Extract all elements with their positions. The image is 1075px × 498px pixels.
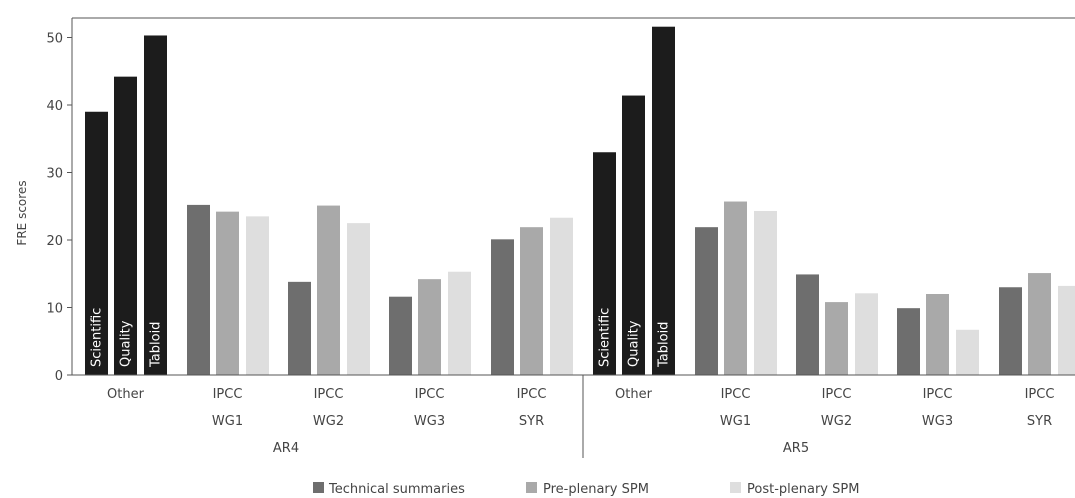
bar-inline-label: Quality <box>627 320 642 367</box>
category-label-line2: WG2 <box>821 414 852 429</box>
category-label-line2: SYR <box>1027 414 1052 429</box>
bar-ar4-ipcc-wg2-1 <box>288 281 311 375</box>
bar-ar4-ipcc-wg2-2 <box>317 205 340 375</box>
bar-ar4-ipcc-wg1-2 <box>216 211 239 375</box>
category-label-line2: WG3 <box>414 414 445 429</box>
category-label-line1: IPCC <box>721 387 751 402</box>
legend-label-2: Pre-plenary SPM <box>543 482 649 497</box>
bar-ar5-ipcc-wg2-1 <box>796 274 819 375</box>
bar-ar4-ipcc-syr-1 <box>491 239 514 375</box>
bar-ar4-ipcc-wg1-1 <box>187 204 210 375</box>
category-label-line2: WG3 <box>922 414 953 429</box>
bar-ar5-ipcc-wg1-2 <box>724 201 747 375</box>
bar-ar5-ipcc-wg3-2 <box>926 294 949 375</box>
bar-ar5-ipcc-wg3-1 <box>897 308 920 375</box>
bar-inline-label: Tabloid <box>149 322 164 368</box>
category-label-line1: IPCC <box>1025 387 1055 402</box>
category-label-line2: SYR <box>519 414 544 429</box>
group-label-ar4: AR4 <box>273 441 299 456</box>
bar-ar5-ipcc-wg3-3 <box>956 329 979 375</box>
bar-ar5-other-1 <box>593 152 616 375</box>
category-label-line1: Other <box>615 387 653 402</box>
bar-ar5-other-2 <box>622 95 645 376</box>
bar-ar5-ipcc-wg2-2 <box>825 302 848 375</box>
y-axis: 0 10 20 30 40 50 <box>46 17 1075 384</box>
bar-ar5-ipcc-wg2-3 <box>855 293 878 375</box>
category-label-line1: IPCC <box>822 387 852 402</box>
category-label-line2: WG1 <box>212 414 243 429</box>
category-label-line1: IPCC <box>517 387 547 402</box>
bar-inline-label: Scientific <box>598 308 613 367</box>
legend-label-1: Technical summaries <box>328 482 465 497</box>
legend-swatch-2 <box>526 482 537 493</box>
x-axis: Other IPCC WG1 IPCC WG2 IPCC WG3 IPCC SYR AR4 Othe… <box>72 374 1075 458</box>
y-axis-label: FRE scores <box>15 180 29 245</box>
bar-ar5-other-3 <box>652 26 675 375</box>
bar-ar4-ipcc-syr-3 <box>550 217 573 375</box>
legend-swatch-3 <box>730 482 741 493</box>
bar-ar4-other-1 <box>85 111 108 375</box>
bar-inline-label: Tabloid <box>657 322 672 368</box>
bars: Scientific Quality Tabloid Scientific Qualit… <box>85 26 1075 376</box>
y-tick-label: 10 <box>46 302 63 317</box>
bar-ar4-other-3 <box>144 35 167 375</box>
y-tick-label: 30 <box>46 167 63 182</box>
y-tick-label: 0 <box>55 369 63 384</box>
bar-ar4-ipcc-wg2-3 <box>347 223 370 375</box>
category-label-line1: IPCC <box>213 387 243 402</box>
bar-ar5-ipcc-wg1-3 <box>754 210 777 375</box>
category-label-line1: IPCC <box>314 387 344 402</box>
bar-inline-label: Quality <box>119 320 134 367</box>
bar-ar4-other-2 <box>114 76 137 376</box>
y-tick-label: 20 <box>46 234 63 249</box>
y-tick-label: 50 <box>46 32 63 47</box>
bar-ar4-ipcc-wg1-3 <box>246 216 269 375</box>
bar-ar5-ipcc-syr-3 <box>1058 285 1075 375</box>
bar-ar5-ipcc-syr-1 <box>999 287 1022 375</box>
category-label-line2: WG1 <box>720 414 751 429</box>
legend: Technical summaries Pre-plenary SPM Post-p… <box>313 482 859 497</box>
bar-ar4-ipcc-wg3-1 <box>389 296 412 375</box>
bar-ar5-ipcc-wg1-1 <box>695 227 718 375</box>
category-label-line1: IPCC <box>415 387 445 402</box>
bar-ar4-ipcc-syr-2 <box>520 227 543 375</box>
bar-inline-label: Scientific <box>90 308 105 367</box>
y-tick-label: 40 <box>46 99 63 114</box>
legend-swatch-1 <box>313 482 324 493</box>
category-label-line1: IPCC <box>923 387 953 402</box>
bar-ar4-ipcc-wg3-2 <box>418 279 441 375</box>
group-label-ar5: AR5 <box>783 441 809 456</box>
legend-label-3: Post-plenary SPM <box>747 482 859 497</box>
category-label-line1: Other <box>107 387 145 402</box>
bar-ar4-ipcc-wg3-3 <box>448 271 471 375</box>
category-label-line2: WG2 <box>313 414 344 429</box>
bar-ar5-ipcc-syr-2 <box>1028 273 1051 375</box>
